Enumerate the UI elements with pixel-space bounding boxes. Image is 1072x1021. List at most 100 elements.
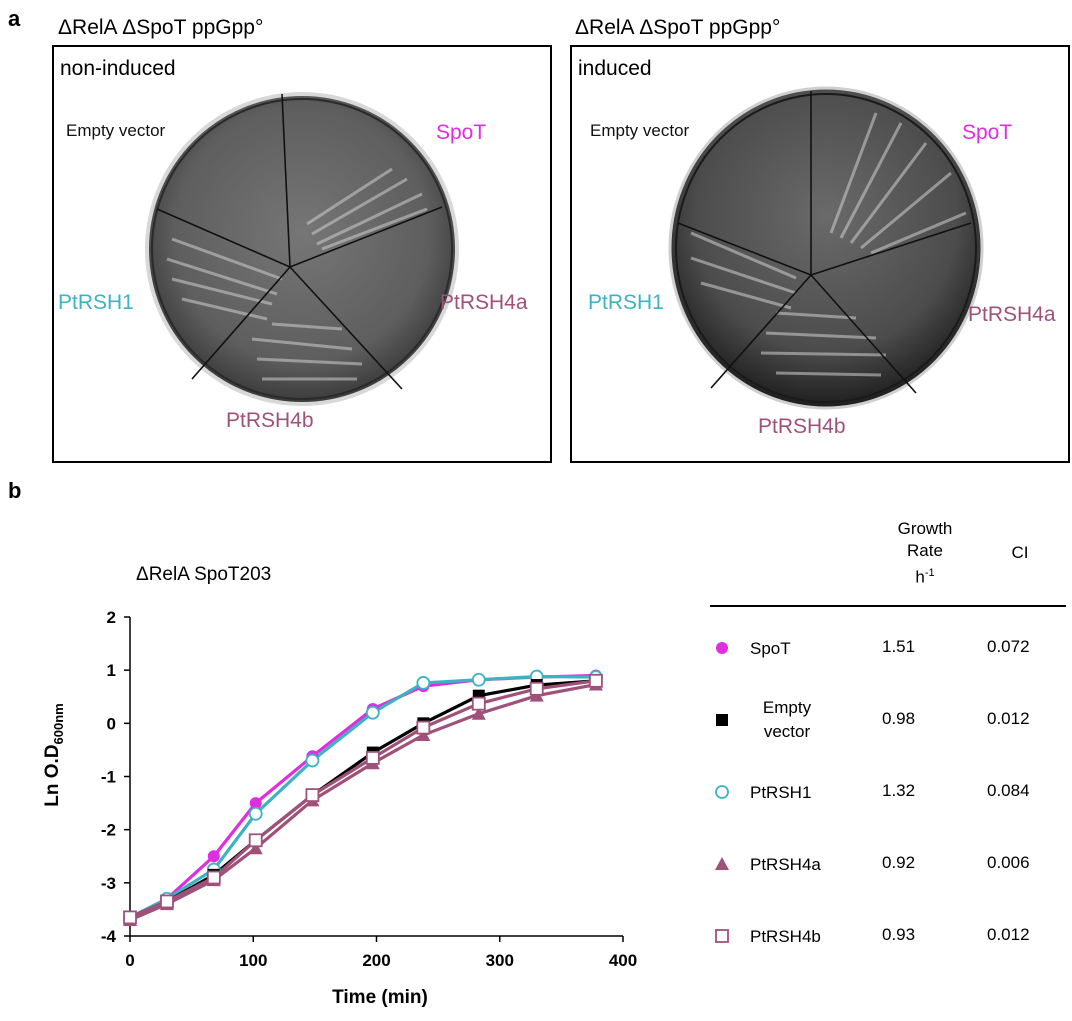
row-ci: 0.012 [987,925,1030,944]
label-empty-vector: Empty vector [66,121,166,140]
header-unit-sup: -1 [924,567,935,579]
data-point-ptrsh1 [471,672,486,687]
legend-marker-spot [716,642,728,654]
data-point-spot [249,797,262,810]
header-unit: h-1 [915,567,935,587]
condition-label: induced [578,57,652,80]
legend-marker-shape-empty [716,714,728,726]
condition-label: non-induced [60,57,176,80]
data-point-ptrsh4b [365,750,380,765]
label-ptrsh1: PtRSH1 [58,291,134,314]
data-point-ptrsh4a [416,728,431,742]
row-ci: 0.012 [987,709,1030,728]
header-rate: Rate [907,541,943,560]
series-line-ptrsh1 [129,674,596,919]
data-point-ptrsh4b [123,910,137,925]
series-line-ptrsh4a [129,682,597,922]
data-point-ptrsh4b [471,696,486,711]
y-tick-label: 1 [107,661,116,680]
panel-letter-a: a [8,6,21,31]
data-point-ptrsh4b [248,833,263,848]
label-spot: SpoT [962,121,1013,144]
plate-panel-induced: induced Empty vector SpoT [570,45,1070,463]
row-name-line1: PtRSH4a [750,855,821,874]
data-point-ptrsh4b [529,681,544,696]
label-ptrsh4a: PtRSH4a [440,291,528,314]
label-empty-vector: Empty vector [590,121,690,140]
y-axis-label-main: Ln O.D [42,744,63,806]
row-name-line1: PtRSH1 [750,783,812,802]
label-spot: SpoT [436,121,487,144]
plate-title-noninduced: ΔRelA ΔSpoT ppGpp° [58,16,264,39]
data-point-spot [207,850,220,863]
header-growth-rate: Growth Rate h-1 [870,518,980,589]
table-rule [710,605,1066,607]
row-name: PtRSH1 [750,781,824,805]
label-ptrsh1: PtRSH1 [588,291,664,314]
row-name: SpoT [750,637,824,661]
row-ci: 0.072 [987,637,1030,656]
legend-marker-ptrsh1 [715,785,729,799]
row-growth-rate: 1.32 [882,781,916,800]
plate-title-induced: ΔRelA ΔSpoT ppGpp° [575,16,781,39]
label-ptrsh4b: PtRSH4b [226,409,314,432]
y-axis-label: Ln O.D600nm [42,703,66,806]
data-point-ptrsh4b [588,673,603,688]
bacterial-streaks [690,112,967,377]
legend-marker-shape-spot [716,642,728,654]
x-axis-label: Time (min) [332,987,428,1008]
label-ptrsh4a: PtRSH4a [968,303,1056,326]
row-name: Empty vector [750,696,824,744]
data-point-ptrsh4b [206,870,221,885]
row-name-line1: Empty [762,698,812,717]
x-tick-label: 300 [486,951,514,970]
legend-marker-shape-ptrsh4a [715,857,729,870]
data-point-ptrsh1 [365,705,380,720]
row-name-line1: SpoT [750,639,791,658]
y-tick-label: -2 [101,821,116,840]
row-name: PtRSH4b [750,925,824,949]
y-tick-label: -4 [101,927,117,946]
y-tick-label: 0 [107,714,116,733]
legend-marker-empty [716,714,728,726]
x-tick-label: 400 [609,951,637,970]
row-ci: 0.006 [987,853,1030,872]
row-growth-rate: 1.51 [882,637,916,656]
y-tick-label: 2 [107,608,116,627]
header-ci: CI [1011,543,1029,562]
x-tick-label: 100 [239,951,267,970]
y-tick-label: -1 [101,768,116,787]
row-name: PtRSH4a [750,853,824,877]
x-tick-label: 0 [125,951,134,970]
header-growth: Growth [897,519,953,538]
petri-dish-image [145,92,459,406]
growth-rate-table: Growth Rate h-1 CI SpoT 1.51 0.072 Empty vec… [710,510,1070,980]
legend-marker-ptrsh4a [715,857,729,870]
y-tick-label: -3 [101,874,116,893]
series-line-ptrsh4b [129,679,597,919]
row-growth-rate: 0.92 [882,853,916,872]
petri-dish-image [668,86,984,410]
data-point-ptrsh4b [160,894,174,909]
plate-panel-noninduced: non-induced Empty vector SpoT [52,45,552,463]
data-point-ptrsh4b [416,720,431,735]
legend-marker-shape-ptrsh1 [715,785,729,799]
panel-letter-b: b [8,478,22,503]
bacterial-streaks [166,167,428,381]
x-tick-label: 200 [362,951,390,970]
data-point-ptrsh4a [471,706,486,720]
legend-marker-ptrsh4b [715,929,729,943]
data-point-ptrsh1 [416,676,431,690]
chart-title: ΔRelA SpoT203 [136,564,271,585]
row-growth-rate: 0.98 [882,709,916,728]
row-name-line1: PtRSH4b [750,927,821,946]
row-name-line2: vector [763,722,811,741]
data-point-ptrsh1 [305,753,320,768]
row-growth-rate: 0.93 [882,925,916,944]
data-point-ptrsh1 [248,806,263,821]
growth-curve-chart: ΔRelA SpoT203 2 1 0 -1 -2 -3 -4 0 100 200 300 400 T… [42,564,637,1008]
data-point-ptrsh4b [305,788,320,803]
legend-marker-shape-ptrsh4b [715,929,729,943]
row-ci: 0.084 [987,781,1030,800]
data-point-ptrsh4a [248,841,263,855]
